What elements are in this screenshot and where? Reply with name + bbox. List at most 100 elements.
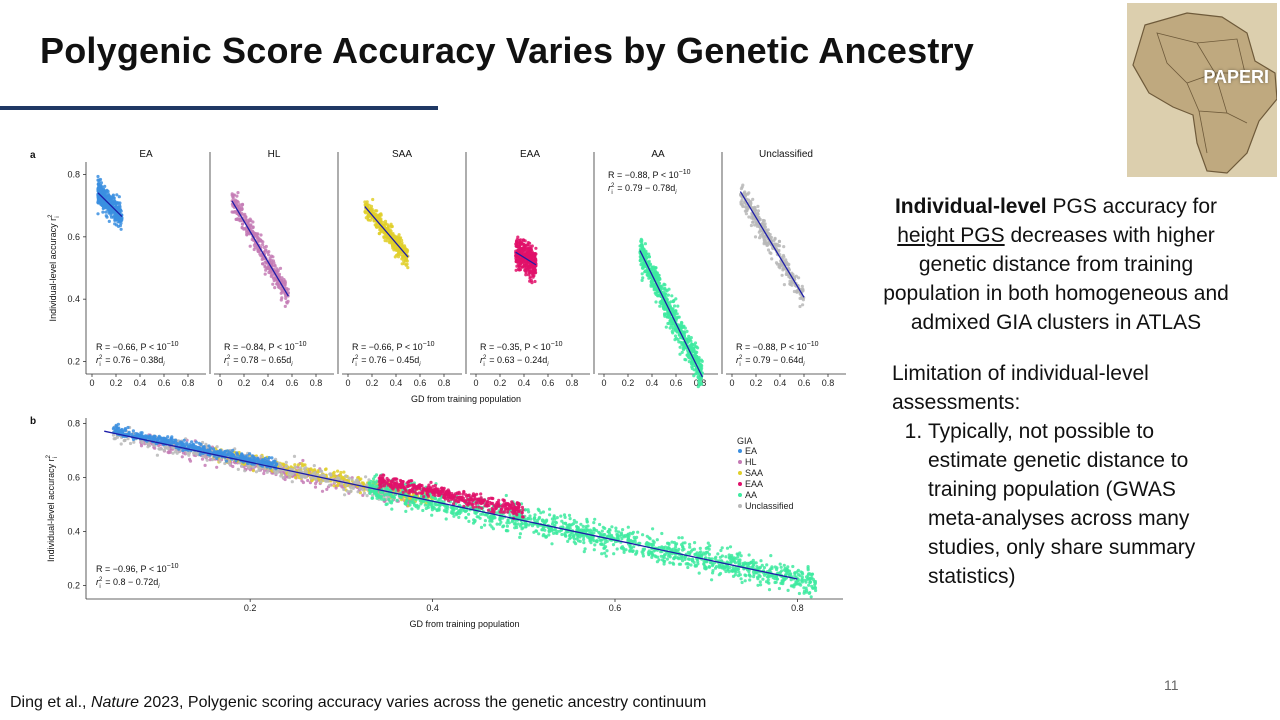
data-point: [371, 209, 375, 213]
data-point-aa: [452, 511, 456, 515]
data-point-unclassified: [243, 469, 247, 473]
data-point: [516, 259, 521, 263]
facet-title: AA: [651, 149, 665, 160]
data-point-unclassified: [112, 437, 116, 441]
data-point: [280, 276, 284, 280]
data-point: [640, 278, 644, 282]
x-tick-label: 0.8: [438, 378, 451, 388]
data-point: [269, 254, 274, 258]
data-point-aa: [777, 586, 782, 591]
data-point: [685, 353, 690, 357]
data-point: [782, 255, 786, 259]
data-point: [403, 257, 407, 261]
data-point-unclassified: [326, 479, 330, 483]
data-point-unclassified: [344, 483, 348, 487]
data-point-aa: [581, 524, 585, 528]
data-point: [690, 342, 694, 346]
data-point: [797, 276, 801, 280]
data-point: [516, 244, 520, 249]
data-point-aa: [506, 529, 510, 533]
data-point: [232, 193, 236, 197]
data-point-aa: [539, 511, 543, 515]
data-point-aa: [593, 543, 597, 547]
panel-a-label: a: [30, 150, 36, 161]
data-point-aa: [767, 581, 771, 585]
data-point-aa: [647, 549, 651, 553]
data-point-unclassified: [292, 454, 297, 458]
data-point-aa: [786, 588, 790, 592]
data-point-aa: [518, 535, 522, 539]
data-point: [96, 201, 101, 205]
data-point-saa: [333, 474, 337, 478]
stat-eq-sub: i: [163, 362, 165, 368]
stat-eq-text: = 0.78 − 0.65d: [231, 355, 292, 365]
data-point: [761, 231, 765, 235]
data-point-aa: [518, 532, 523, 536]
data-point: [681, 331, 685, 335]
data-point: [97, 186, 101, 190]
data-point: [244, 228, 249, 232]
data-point-aa: [404, 509, 408, 513]
data-point-unclassified: [287, 472, 291, 476]
data-point-aa: [611, 543, 616, 547]
data-point: [770, 257, 774, 261]
data-point: [273, 264, 277, 268]
data-point: [263, 249, 267, 253]
stat-eq-sub: i: [547, 362, 549, 368]
data-point: [756, 204, 760, 208]
data-point: [252, 231, 256, 235]
data-point: [642, 261, 646, 265]
stat-r: R = −0.66, P < 10−10: [352, 341, 435, 352]
data-point-aa: [672, 540, 677, 545]
data-point-aa: [786, 565, 790, 569]
data-point-unclassified: [361, 488, 365, 492]
data-point: [239, 218, 243, 223]
data-point: [523, 239, 527, 243]
data-point: [644, 270, 648, 274]
data-point-aa: [778, 562, 782, 566]
x-tick-label: 0.4: [518, 378, 531, 388]
data-point-aa: [789, 578, 793, 582]
data-point-aa: [807, 583, 811, 587]
data-point-aa: [758, 566, 762, 570]
stat-eq-text: = 0.63 − 0.24d: [487, 355, 548, 365]
africa-map-logo: PAPERI: [1127, 3, 1277, 177]
data-point: [235, 199, 239, 203]
data-point-aa: [802, 586, 806, 590]
data-point-aa: [547, 533, 551, 537]
data-point-unclassified: [251, 465, 255, 469]
data-point: [640, 272, 644, 276]
data-point-unclassified: [340, 482, 344, 486]
data-point-aa: [568, 536, 573, 540]
data-point: [640, 261, 644, 265]
data-point-aa: [610, 525, 614, 529]
data-point-aa: [479, 512, 483, 516]
data-point-aa: [724, 555, 728, 559]
data-point-aa: [579, 522, 583, 526]
data-point: [782, 283, 787, 287]
data-point-aa: [779, 565, 783, 569]
stat-exponent: −10: [167, 341, 179, 348]
data-point: [231, 204, 235, 208]
y-axis-label: Individual-level accuracy r2i: [48, 214, 61, 322]
data-point: [117, 195, 121, 199]
data-point: [236, 218, 240, 222]
data-point: [268, 268, 272, 272]
data-point: [381, 220, 385, 224]
data-point: [777, 239, 782, 244]
data-point: [514, 268, 518, 272]
data-point-aa: [621, 534, 625, 538]
data-point-aa: [498, 522, 502, 526]
data-point-hl: [320, 489, 325, 493]
data-point: [652, 283, 656, 287]
x-tick-label: 0.6: [286, 378, 299, 388]
data-point: [782, 245, 786, 249]
data-point: [780, 273, 784, 277]
x-tick-label: 0.2: [750, 378, 763, 388]
data-point: [533, 279, 537, 284]
data-point-aa: [693, 541, 697, 545]
data-point: [788, 282, 792, 286]
x-tick-label: 0: [601, 378, 606, 388]
data-point: [240, 225, 244, 230]
data-point: [529, 248, 533, 252]
